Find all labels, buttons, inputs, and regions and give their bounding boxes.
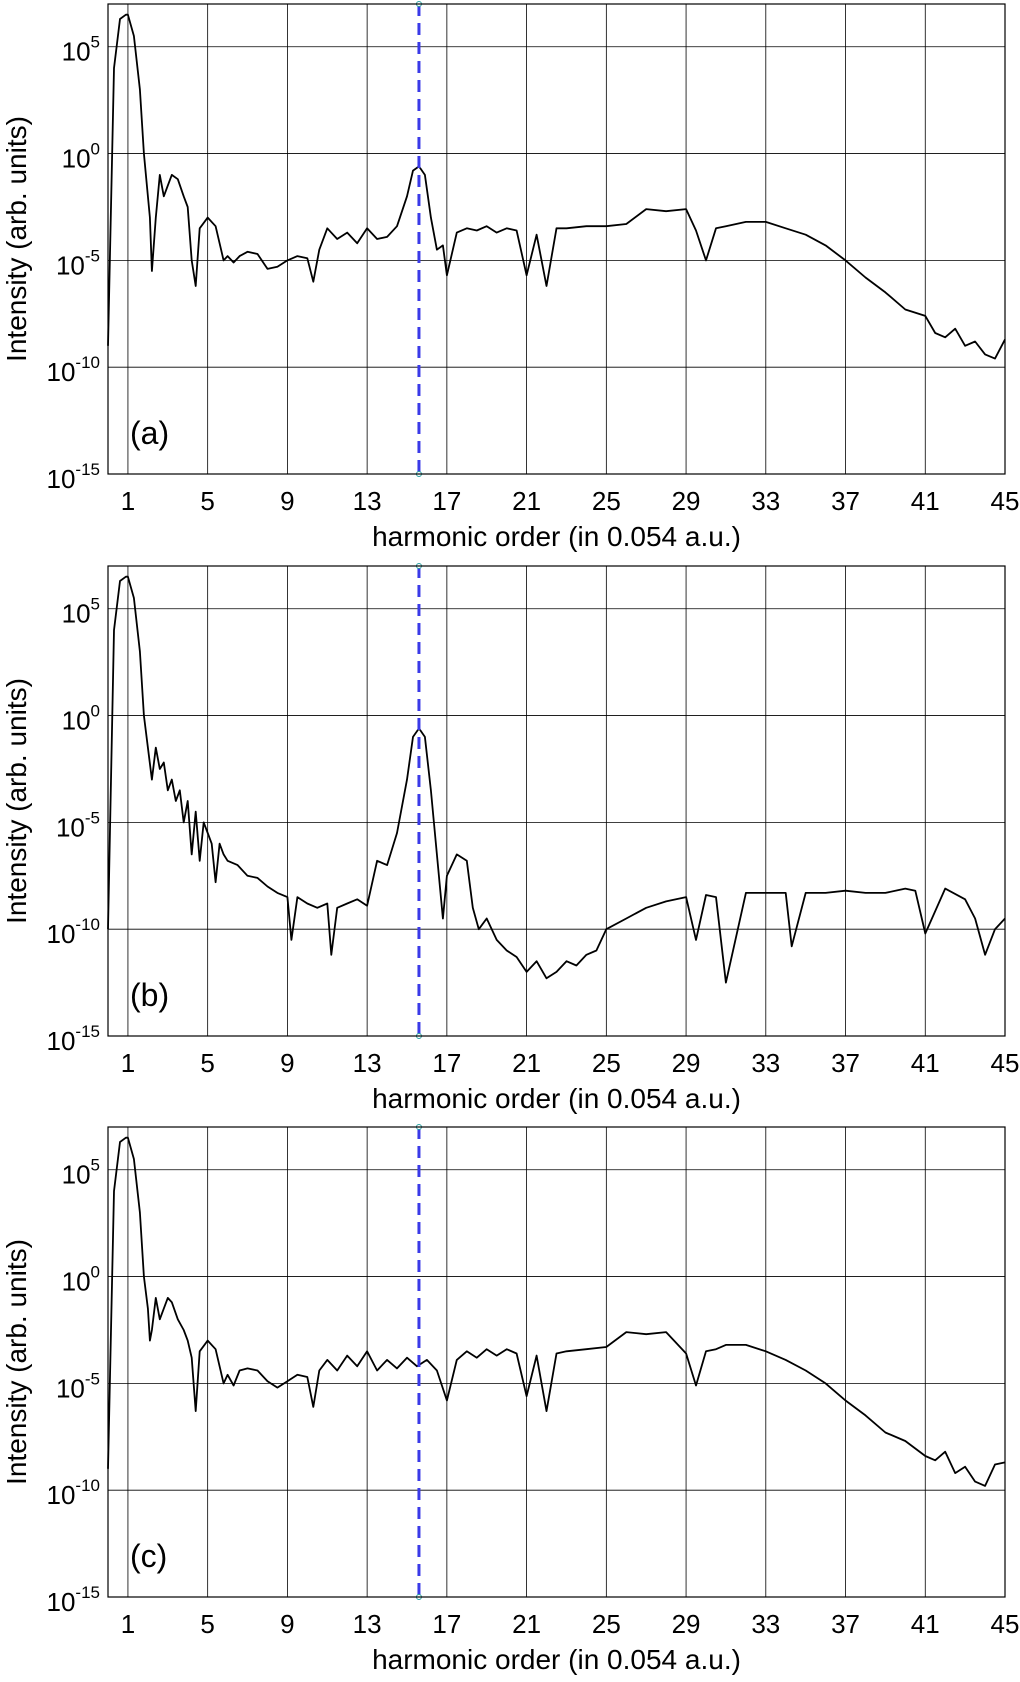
y-tick-label: 10-5 xyxy=(56,1369,100,1403)
spectrum-line xyxy=(107,13,1006,360)
panel-b: 1 5 9 13 17 21 25 29 33 37 41 45 105 100 10-5 10-10 10-1… xyxy=(1,563,1020,1114)
x-tick-label: 21 xyxy=(512,1048,541,1078)
axes-frame xyxy=(107,1126,1006,1598)
y-axis-label: Intensity (arb. units) xyxy=(1,678,32,924)
x-tick-label: 13 xyxy=(353,486,382,516)
y-tick-label: 100 xyxy=(62,140,100,174)
x-tick-label: 25 xyxy=(592,1048,621,1078)
x-axis-label: harmonic order (in 0.054 a.u.) xyxy=(372,1083,741,1114)
x-tick-label: 37 xyxy=(831,1609,860,1639)
plot-area xyxy=(108,566,1005,1036)
x-tick-label: 37 xyxy=(831,1048,860,1078)
plot-area xyxy=(108,4,1005,474)
y-tick-label: 10-5 xyxy=(56,808,100,842)
y-tick-label: 105 xyxy=(62,1156,100,1190)
y-tick-label: 10-10 xyxy=(47,915,101,949)
x-tick-label: 45 xyxy=(991,1048,1020,1078)
x-tick-label: 37 xyxy=(831,486,860,516)
x-tick-label: 41 xyxy=(911,486,940,516)
panel-label: (b) xyxy=(130,977,169,1013)
x-tick-label: 13 xyxy=(353,1609,382,1639)
y-tick-label: 10-15 xyxy=(47,1583,101,1617)
x-tick-label: 41 xyxy=(911,1609,940,1639)
y-tick-label: 100 xyxy=(62,702,100,736)
x-tick-label: 29 xyxy=(672,486,701,516)
y-tick-label: 10-10 xyxy=(47,1476,101,1510)
x-tick-label: 33 xyxy=(751,486,780,516)
panel-c: 1 5 9 13 17 21 25 29 33 37 41 45 105 100 10-5 10-10 10-1… xyxy=(1,1124,1020,1675)
y-tick-label: 100 xyxy=(62,1263,100,1297)
x-tick-label: 41 xyxy=(911,1048,940,1078)
x-tick-label: 45 xyxy=(991,486,1020,516)
y-tick-label: 10-5 xyxy=(56,246,100,280)
x-tick-label: 45 xyxy=(991,1609,1020,1639)
x-tick-label: 5 xyxy=(200,486,214,516)
spectrum-line xyxy=(107,1136,1006,1487)
x-axis-label: harmonic order (in 0.054 a.u.) xyxy=(372,1644,741,1675)
x-tick-label: 21 xyxy=(512,1609,541,1639)
x-tick-label: 9 xyxy=(280,1048,294,1078)
x-tick-label: 33 xyxy=(751,1048,780,1078)
x-tick-label: 5 xyxy=(200,1048,214,1078)
x-tick-label: 33 xyxy=(751,1609,780,1639)
y-tick-label: 105 xyxy=(62,595,100,629)
x-tick-label: 9 xyxy=(280,486,294,516)
x-tick-label: 21 xyxy=(512,486,541,516)
axes-frame xyxy=(107,565,1006,1037)
x-tick-label: 5 xyxy=(200,1609,214,1639)
y-axis-label: Intensity (arb. units) xyxy=(1,1239,32,1485)
x-tick-label: 13 xyxy=(353,1048,382,1078)
panel-label: (c) xyxy=(130,1538,167,1574)
y-tick-label: 10-15 xyxy=(47,1022,101,1056)
x-tick-label: 9 xyxy=(280,1609,294,1639)
panel-label: (a) xyxy=(130,415,169,451)
y-tick-label: 105 xyxy=(62,33,100,67)
x-tick-label: 25 xyxy=(592,1609,621,1639)
x-tick-label: 29 xyxy=(672,1048,701,1078)
y-tick-label: 10-15 xyxy=(47,460,101,494)
x-tick-label: 25 xyxy=(592,486,621,516)
y-tick-label: 10-10 xyxy=(47,353,101,387)
x-tick-label: 17 xyxy=(432,1048,461,1078)
x-tick-label: 1 xyxy=(121,1048,135,1078)
x-tick-label: 1 xyxy=(121,486,135,516)
x-tick-label: 1 xyxy=(121,1609,135,1639)
x-tick-label: 29 xyxy=(672,1609,701,1639)
panel-a: 1 5 9 13 17 21 25 29 33 37 41 45 105 100 10-5 10-10 10-1… xyxy=(1,1,1020,552)
x-axis-label: harmonic order (in 0.054 a.u.) xyxy=(372,521,741,552)
spectrum-line xyxy=(107,575,1006,984)
axes-frame xyxy=(107,3,1006,475)
x-tick-label: 17 xyxy=(432,1609,461,1639)
x-tick-label: 17 xyxy=(432,486,461,516)
y-axis-label: Intensity (arb. units) xyxy=(1,116,32,362)
plot-area xyxy=(108,1127,1005,1597)
